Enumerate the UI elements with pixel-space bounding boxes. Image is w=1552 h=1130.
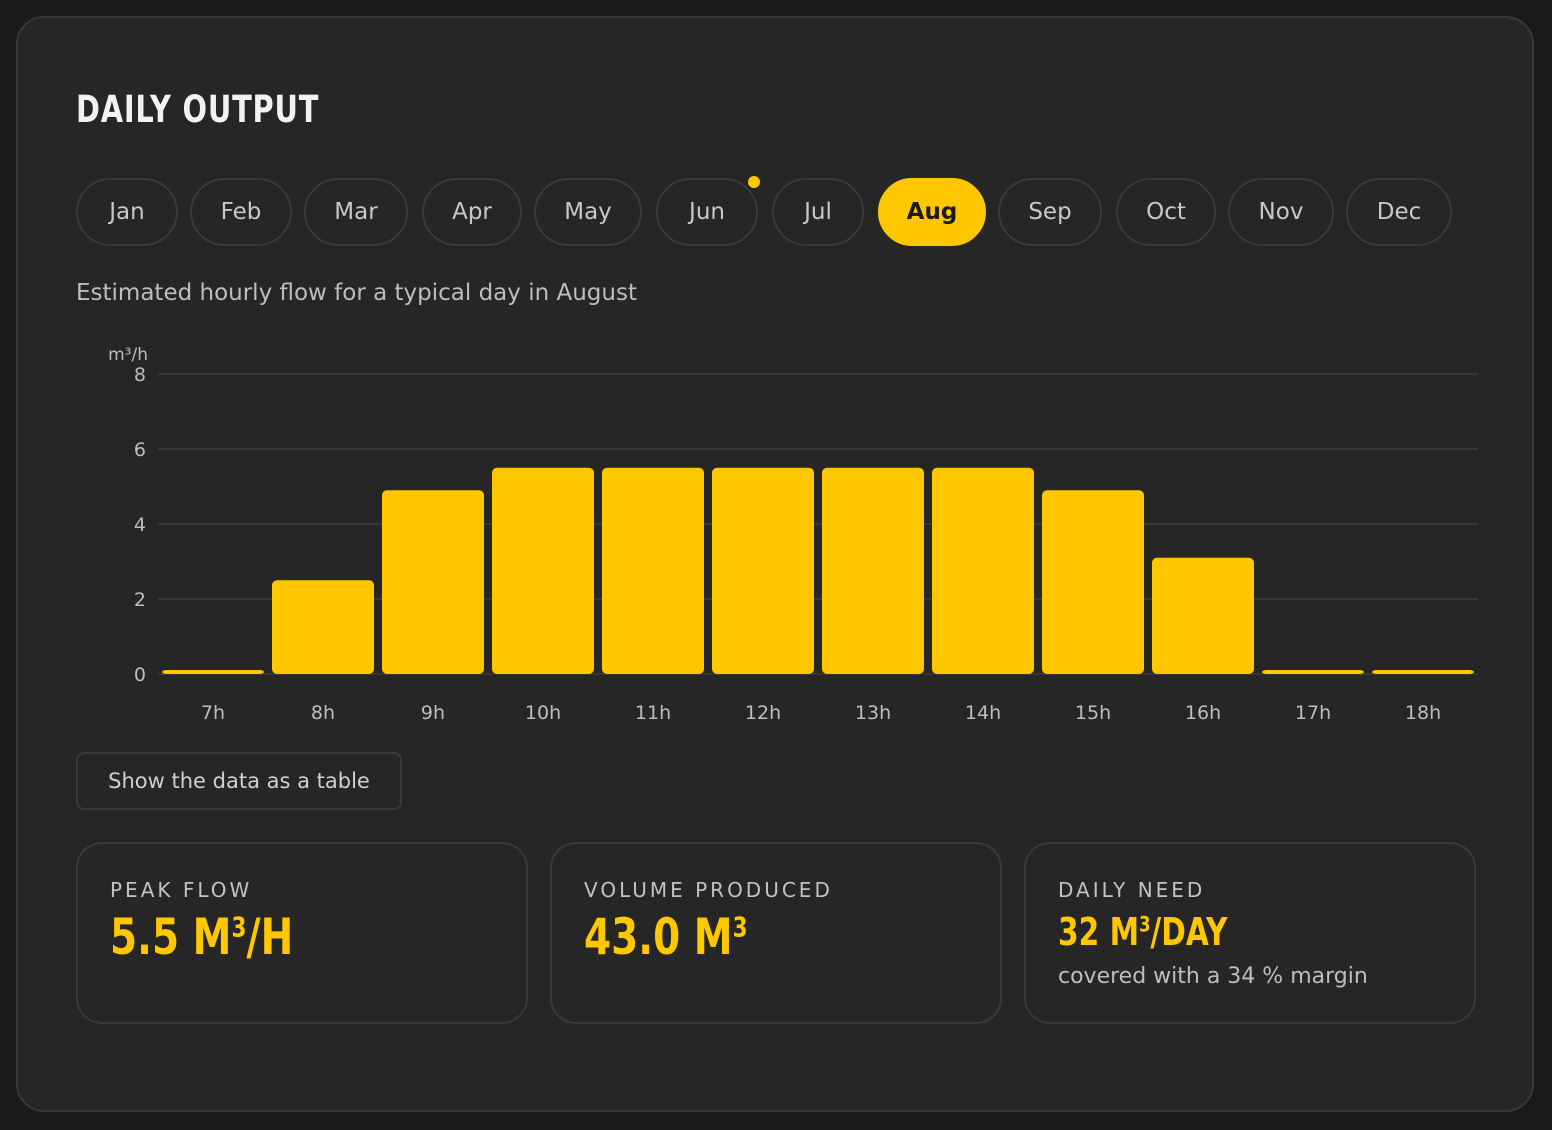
y-tick-label: 4 bbox=[134, 514, 146, 536]
month-tab-jun[interactable]: Jun bbox=[656, 178, 758, 246]
bar-18h bbox=[1372, 670, 1474, 674]
month-tab-sep[interactable]: Sep bbox=[998, 178, 1102, 246]
x-tick-label: 7h bbox=[201, 702, 225, 724]
month-tab-aug[interactable]: Aug bbox=[878, 178, 986, 246]
stat-card-peak-flow: PEAK FLOW 5.5 M3/H bbox=[76, 842, 528, 1024]
hourly-flow-chart: m³/h 0 2 4 6 8 7h 8h 9h 10h 11h 12h 13h 14h 15h 16h 17h 1… bbox=[108, 345, 1478, 724]
month-tab-jul[interactable]: Jul bbox=[772, 178, 864, 246]
x-tick-label: 9h bbox=[421, 702, 445, 724]
month-marker-dot bbox=[748, 176, 760, 188]
stat-label: DAILY NEED bbox=[1058, 878, 1206, 902]
month-tab-dec[interactable]: Dec bbox=[1346, 178, 1452, 246]
x-tick-label: 12h bbox=[745, 702, 781, 724]
y-tick-label: 6 bbox=[134, 439, 146, 461]
stat-value: 32 M3/DAY bbox=[1058, 910, 1228, 954]
month-tab-apr[interactable]: Apr bbox=[422, 178, 522, 246]
month-tab-jan[interactable]: Jan bbox=[76, 178, 178, 246]
x-tick-label: 10h bbox=[525, 702, 561, 724]
bar-13h bbox=[822, 467, 924, 674]
bar-9h bbox=[382, 490, 484, 674]
bar-15h bbox=[1042, 490, 1144, 674]
bar-14h bbox=[932, 467, 1034, 674]
x-tick-label: 11h bbox=[635, 702, 671, 724]
x-tick-label: 18h bbox=[1405, 702, 1441, 724]
month-tab-oct[interactable]: Oct bbox=[1116, 178, 1216, 246]
x-tick-label: 16h bbox=[1185, 702, 1221, 724]
month-tab-feb[interactable]: Feb bbox=[190, 178, 292, 246]
stat-label: VOLUME PRODUCED bbox=[584, 878, 833, 902]
stat-card-daily-need: DAILY NEED 32 M3/DAY covered with a 34 %… bbox=[1024, 842, 1476, 1024]
bar-10h bbox=[492, 467, 594, 674]
y-tick-label: 8 bbox=[134, 364, 146, 386]
y-tick-label: 2 bbox=[134, 589, 146, 611]
x-tick-label: 13h bbox=[855, 702, 891, 724]
x-tick-label: 14h bbox=[965, 702, 1001, 724]
stat-value: 43.0 M3 bbox=[584, 908, 748, 966]
x-tick-label: 15h bbox=[1075, 702, 1111, 724]
bar-17h bbox=[1262, 670, 1364, 674]
month-tab-may[interactable]: May bbox=[534, 178, 642, 246]
stat-note: covered with a 34 % margin bbox=[1058, 964, 1368, 989]
bar-12h bbox=[712, 467, 814, 674]
x-tick-label: 8h bbox=[311, 702, 335, 724]
show-table-button[interactable]: Show the data as a table bbox=[76, 752, 402, 810]
bar-11h bbox=[602, 467, 704, 674]
bar-8h bbox=[272, 580, 374, 674]
stat-label: PEAK FLOW bbox=[110, 878, 253, 902]
card-title: DAILY OUTPUT bbox=[76, 88, 320, 131]
month-tab-mar[interactable]: Mar bbox=[304, 178, 408, 246]
daily-output-card: DAILY OUTPUT Jan Feb Mar Apr May Jun Jul Aug Sep… bbox=[16, 16, 1534, 1112]
stat-card-volume-produced: VOLUME PRODUCED 43.0 M3 bbox=[550, 842, 1002, 1024]
month-tab-nov[interactable]: Nov bbox=[1228, 178, 1334, 246]
y-tick-label: 0 bbox=[134, 664, 146, 686]
x-tick-label: 17h bbox=[1295, 702, 1331, 724]
y-axis-unit-label: m³/h bbox=[108, 345, 148, 365]
chart-subtitle: Estimated hourly flow for a typical day … bbox=[76, 280, 637, 306]
bar-7h bbox=[162, 670, 264, 674]
stat-value: 5.5 M3/H bbox=[110, 908, 294, 966]
bar-16h bbox=[1152, 557, 1254, 674]
